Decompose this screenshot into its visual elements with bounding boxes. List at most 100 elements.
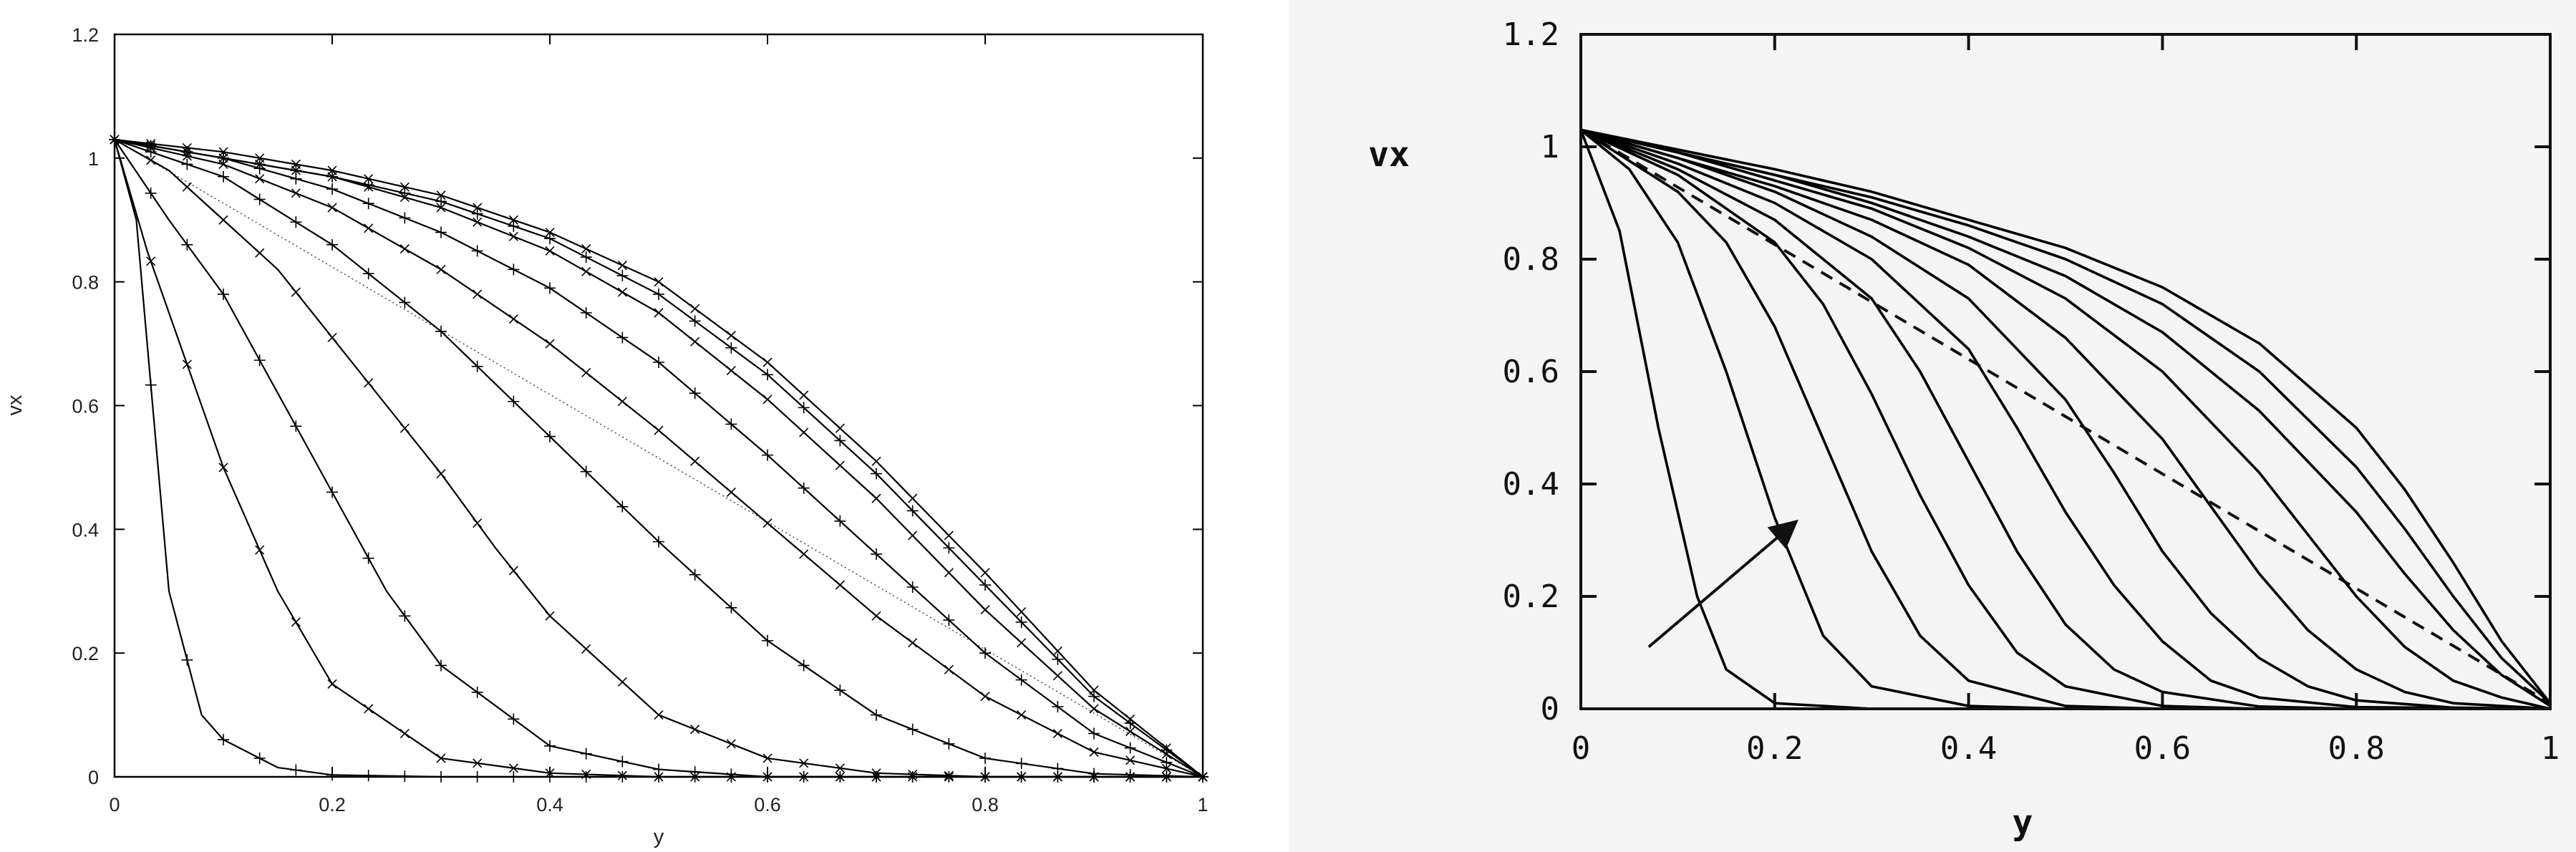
left-series-group — [109, 133, 1209, 783]
series-marker — [435, 195, 447, 208]
series-marker — [581, 266, 591, 276]
series-marker — [327, 203, 337, 213]
series-marker — [326, 486, 338, 498]
series-marker — [835, 460, 845, 470]
series-line — [1579, 129, 2550, 710]
series-marker — [218, 147, 228, 157]
series-marker — [581, 644, 591, 654]
series-marker — [1089, 747, 1099, 757]
series-marker — [290, 764, 302, 776]
series-marker — [291, 287, 301, 297]
y-tick-label: 0.2 — [1503, 579, 1559, 615]
series-marker — [545, 227, 555, 238]
reference-line — [114, 139, 1204, 778]
series-marker — [1015, 674, 1027, 686]
series-marker — [580, 465, 592, 478]
series-marker — [725, 768, 737, 780]
series-marker — [362, 198, 374, 210]
series-marker — [580, 251, 592, 263]
series-marker — [218, 734, 229, 746]
series-line — [1580, 128, 2552, 705]
left-plot-frame — [113, 33, 1204, 778]
x-tick-label: 0.8 — [2328, 730, 2384, 767]
series-marker — [725, 601, 737, 614]
series-marker — [545, 246, 555, 256]
series-marker — [255, 153, 265, 163]
series-line — [1580, 128, 2550, 710]
series-marker — [435, 226, 447, 238]
series-marker — [799, 390, 809, 400]
series-marker — [834, 684, 846, 697]
series-marker — [471, 245, 483, 257]
series-marker — [1017, 606, 1027, 617]
series-line — [1580, 128, 2551, 710]
series-marker — [799, 549, 809, 559]
series-marker — [362, 552, 374, 564]
series-marker — [145, 187, 157, 199]
x-tick-label: 0.2 — [1746, 730, 1803, 767]
series-marker — [508, 215, 518, 225]
series-marker — [435, 325, 447, 337]
series-marker — [1125, 727, 1136, 737]
series-marker — [1015, 616, 1027, 628]
series-marker — [362, 770, 374, 782]
series-marker — [218, 152, 229, 164]
series-marker — [399, 212, 411, 224]
left-y-axis-title: vx — [4, 394, 26, 416]
series-marker — [326, 170, 338, 183]
series-marker — [690, 304, 700, 314]
series-marker — [1052, 701, 1064, 713]
series-marker — [581, 244, 591, 254]
series-marker — [218, 215, 228, 225]
series-marker — [145, 140, 157, 152]
series-line — [1580, 128, 2551, 710]
series-marker — [436, 468, 446, 479]
series-marker — [471, 686, 483, 698]
series-marker — [508, 763, 518, 773]
series-marker — [908, 531, 918, 541]
series-marker — [580, 747, 592, 760]
series-marker — [980, 692, 990, 702]
series-marker — [362, 268, 374, 280]
y-tick-label: 0 — [88, 767, 99, 788]
series-marker — [364, 704, 374, 714]
series-marker — [291, 617, 301, 627]
series-marker — [508, 314, 518, 324]
series-marker — [1125, 755, 1136, 765]
series-line — [114, 138, 1203, 778]
series-marker — [1052, 728, 1062, 739]
series-marker — [1161, 770, 1173, 782]
x-tick-label: 0 — [1572, 730, 1591, 767]
series-marker — [255, 545, 265, 555]
series-marker — [473, 289, 483, 299]
series-marker — [290, 216, 302, 228]
series-marker — [327, 165, 337, 175]
series-marker — [291, 188, 301, 198]
series-marker — [871, 468, 882, 480]
series-marker — [616, 755, 629, 768]
series-marker — [617, 261, 627, 271]
right-trend-arrow — [1647, 519, 1798, 649]
series-marker — [400, 728, 410, 739]
series-marker — [255, 174, 265, 184]
series-marker — [799, 427, 809, 437]
series-marker — [471, 208, 483, 220]
series-marker — [326, 769, 338, 781]
series-marker — [182, 182, 192, 192]
series-marker — [653, 357, 664, 369]
left-chart: 0 0.2 0.4 0.6 0.8 1 0 0.2 0.4 0.6 0.8 1 1.2 y vx — [4, 24, 1209, 848]
series-line — [1580, 128, 2550, 710]
series-line — [1580, 128, 2550, 710]
series-marker — [218, 170, 229, 183]
series-marker — [400, 244, 410, 254]
series-marker — [906, 723, 919, 735]
series-marker — [1017, 638, 1027, 648]
x-tick-label: 0.6 — [754, 794, 781, 815]
series-marker — [508, 231, 518, 241]
series-marker — [145, 379, 157, 391]
series-marker — [545, 611, 555, 621]
series-line — [1579, 129, 2550, 710]
series-marker — [544, 282, 556, 294]
series-marker — [364, 378, 374, 388]
series-marker — [653, 536, 664, 548]
